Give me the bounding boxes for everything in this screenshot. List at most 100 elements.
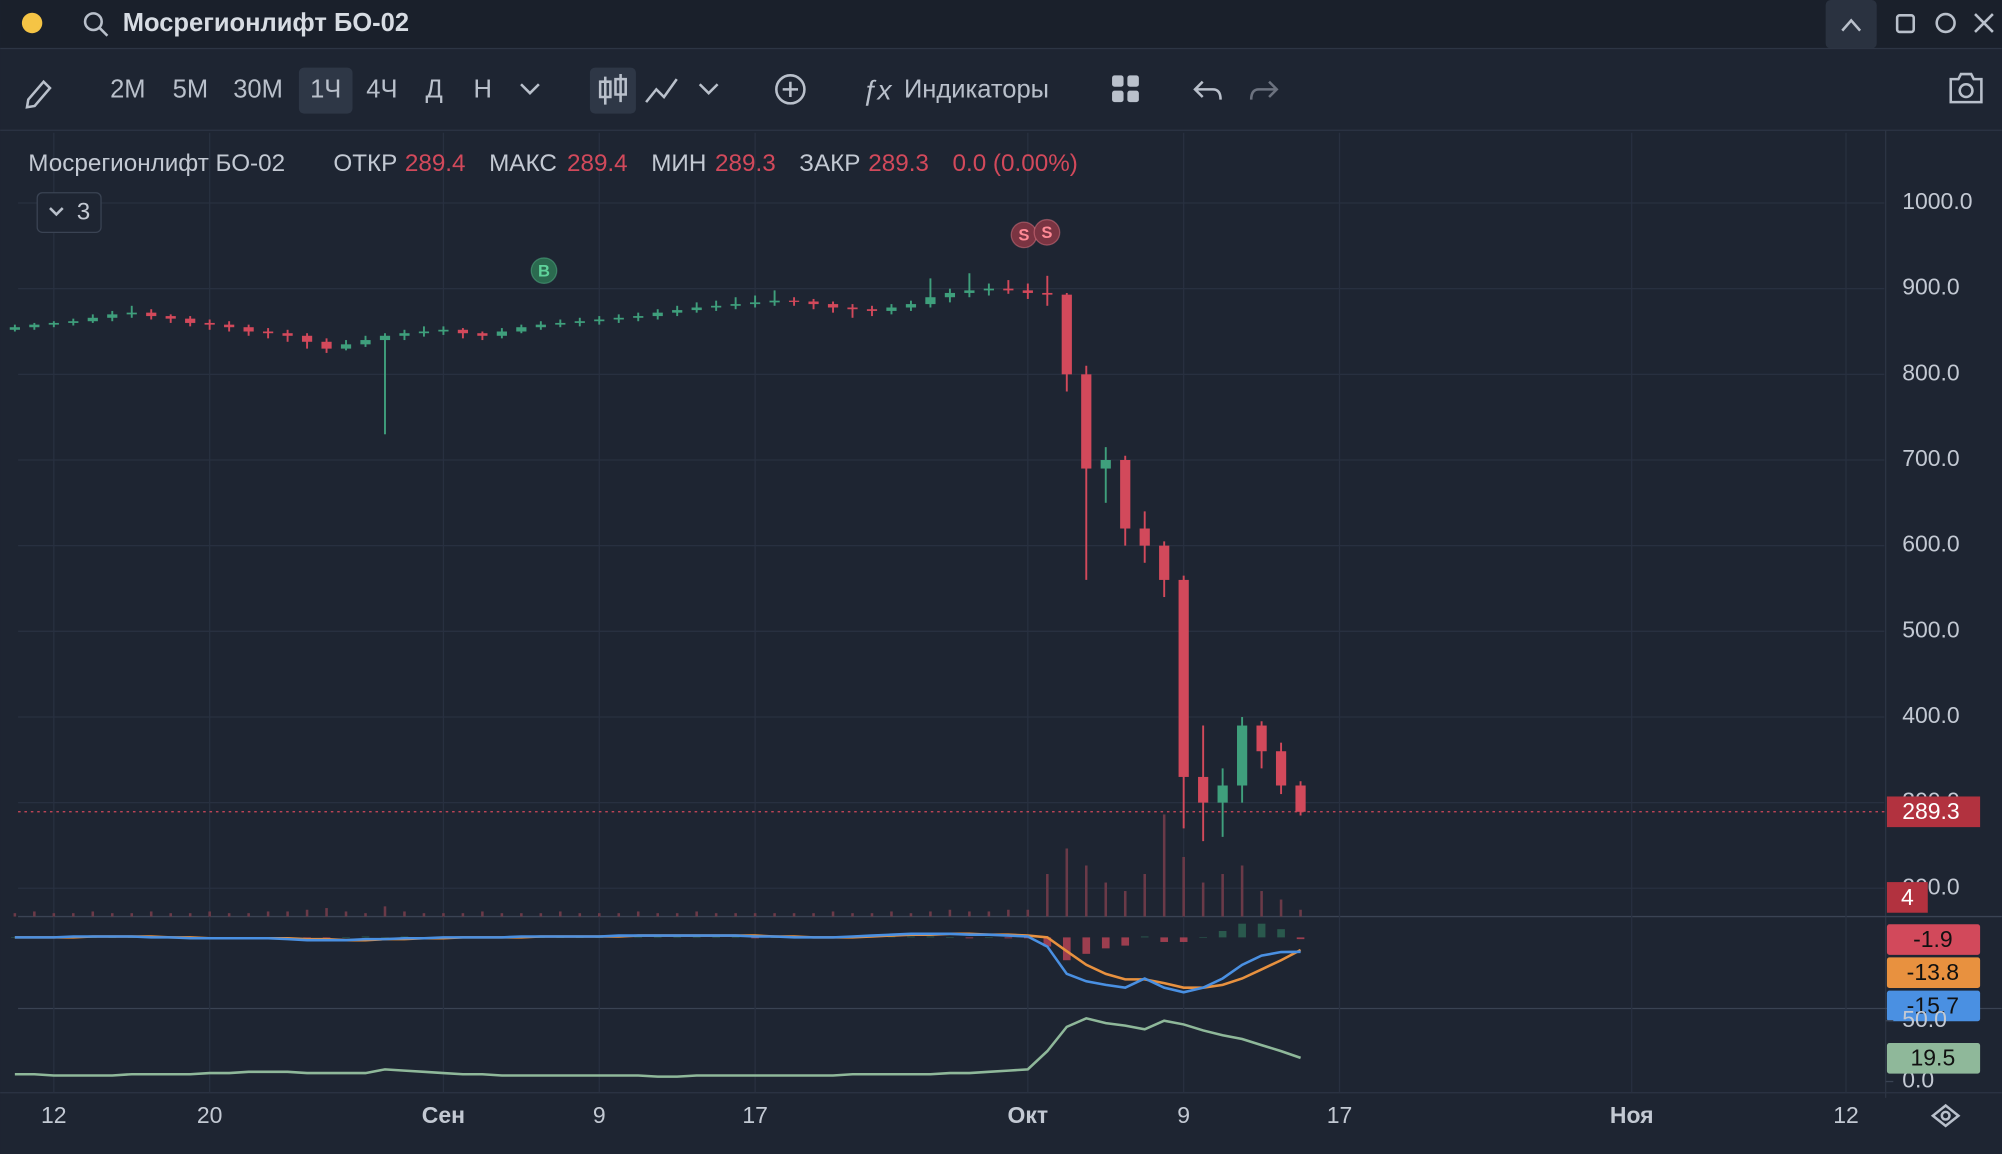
- studies-toggle[interactable]: [36, 192, 102, 233]
- redo-button[interactable]: [1249, 80, 1279, 100]
- studies-toggle-icon[interactable]: [49, 207, 64, 217]
- screenshot-icon[interactable]: [1958, 82, 1974, 99]
- histogram-bar: [985, 937, 993, 939]
- histogram-bar: [322, 937, 331, 939]
- layout-icon[interactable]: [1127, 75, 1139, 87]
- candle-body: [496, 331, 507, 336]
- active-timeframe-bg[interactable]: [298, 67, 353, 114]
- candle-body: [750, 302, 761, 305]
- candle-body: [1120, 459, 1131, 529]
- indicators-button[interactable]: Индикаторы: [904, 75, 1049, 103]
- timeframe-button[interactable]: 30М: [233, 75, 283, 103]
- layout-icon[interactable]: [1127, 90, 1139, 103]
- candle-body: [1295, 785, 1306, 812]
- value-tag: [1886, 1042, 1981, 1074]
- undo-button[interactable]: [1193, 80, 1222, 100]
- search-icon[interactable]: [83, 12, 103, 32]
- volume-bar: [247, 913, 250, 917]
- timeframe-button[interactable]: 2М: [110, 75, 145, 103]
- legend-value: 289.3: [868, 150, 929, 177]
- histogram-bar: [1277, 929, 1285, 938]
- timeframe-button[interactable]: 5М: [173, 75, 208, 103]
- volume-bar: [33, 911, 36, 917]
- value-tag: [1886, 957, 1981, 989]
- trade-marker-label[interactable]: B: [538, 261, 550, 280]
- trade-marker[interactable]: [530, 257, 558, 285]
- volume-bar: [1221, 874, 1224, 917]
- candle-body: [1159, 545, 1170, 580]
- histogram-bar: [887, 936, 896, 938]
- volume-bar: [169, 913, 172, 917]
- window-button[interactable]: [1895, 14, 1916, 34]
- histogram-bar: [1043, 937, 1052, 947]
- volume-bar: [753, 913, 757, 917]
- histogram-bar: [1199, 937, 1207, 939]
- y-tick-label: 600.0: [1902, 531, 1959, 557]
- symbol-search[interactable]: Мосрегионлифт БО-02: [123, 9, 409, 37]
- line-chart-button[interactable]: [645, 78, 678, 103]
- histogram-bar: [1082, 937, 1091, 954]
- trade-marker[interactable]: [1033, 218, 1061, 246]
- window-dot[interactable]: [21, 12, 43, 34]
- last-price-label: 289.3: [1902, 798, 1959, 824]
- candles-icon[interactable]: [598, 74, 627, 105]
- title-bar: [0, 0, 2002, 49]
- candle-body: [243, 327, 254, 332]
- histogram-bar: [926, 936, 935, 938]
- volume-bar: [227, 913, 231, 917]
- last-price-tag: [1886, 796, 1981, 828]
- trade-marker-label[interactable]: S: [1018, 226, 1029, 245]
- screenshot-button[interactable]: [1949, 72, 1983, 104]
- candle-body: [574, 321, 585, 323]
- volume-bar: [520, 913, 523, 917]
- axis-settings[interactable]: [1930, 1103, 1961, 1128]
- volume-bar: [695, 911, 698, 917]
- y-tick-label: 500.0: [1902, 616, 1959, 642]
- add-button[interactable]: [775, 74, 806, 105]
- volume-bar: [500, 913, 504, 917]
- draw-tool[interactable]: [25, 79, 52, 109]
- layout-icon[interactable]: [1112, 90, 1124, 103]
- candle-body: [321, 341, 332, 349]
- volume-bar: [539, 913, 543, 917]
- axis-settings[interactable]: [1940, 1110, 1951, 1121]
- candle-body: [1100, 459, 1111, 469]
- search-icon[interactable]: [98, 27, 109, 37]
- trade-marker-label[interactable]: S: [1041, 223, 1052, 242]
- volume-bar: [559, 911, 562, 917]
- candles-button[interactable]: [589, 67, 636, 114]
- candle-body: [905, 304, 917, 308]
- timeframe-button[interactable]: Н: [474, 75, 492, 103]
- histogram-bar: [653, 937, 662, 939]
- legend-label: МИН: [651, 150, 706, 177]
- candle-body: [808, 301, 819, 305]
- studies-count[interactable]: 3: [77, 199, 91, 226]
- timeframe-button[interactable]: 1Ч: [310, 75, 341, 103]
- timeframe-button[interactable]: Д: [426, 75, 443, 103]
- volume-bar: [1240, 865, 1244, 917]
- legend-value: 289.3: [715, 150, 776, 177]
- chart-type-menu[interactable]: [698, 83, 719, 95]
- volume-bar: [948, 909, 952, 917]
- candle-body: [847, 307, 858, 310]
- candle-body: [613, 317, 624, 320]
- collapse-icon[interactable]: [1841, 18, 1862, 32]
- indicator-line: [14, 932, 1301, 994]
- volume-bar: [851, 913, 854, 917]
- candle-body: [68, 321, 79, 323]
- candle-body: [126, 312, 137, 315]
- legend-label: МАКС: [489, 150, 557, 177]
- collapse-button[interactable]: [1825, 0, 1877, 49]
- fx-icon[interactable]: ƒx: [862, 74, 893, 105]
- close-button[interactable]: [1974, 13, 1994, 33]
- layout-icon[interactable]: [1112, 75, 1124, 87]
- value-tag-label: 19.5: [1911, 1045, 1956, 1071]
- volume-bar: [52, 913, 56, 917]
- candle-body: [1256, 725, 1267, 752]
- volume-bar: [91, 911, 95, 917]
- settings-button[interactable]: [1935, 12, 1956, 34]
- timeframe-button[interactable]: 4Ч: [366, 75, 397, 103]
- add-icon[interactable]: [782, 81, 799, 98]
- more-timeframes[interactable]: [520, 83, 540, 95]
- volume-bar: [870, 913, 874, 917]
